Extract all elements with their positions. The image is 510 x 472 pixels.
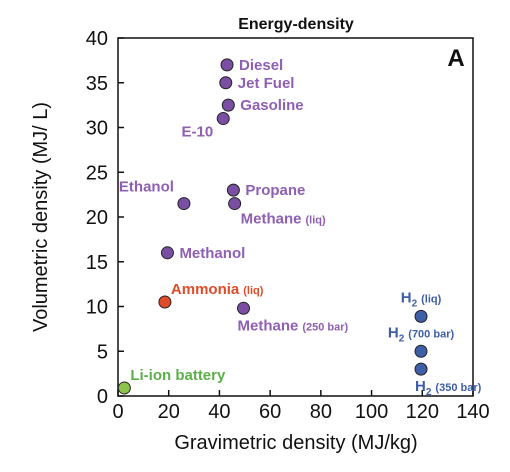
label-subscript: 2 bbox=[412, 298, 418, 309]
label-methane-liq: Methane (liq) bbox=[241, 211, 326, 228]
label-suffix: (liq) bbox=[305, 215, 325, 227]
label-diesel: Diesel bbox=[239, 57, 283, 74]
x-tick-label: 60 bbox=[259, 401, 281, 423]
y-tick-label: 30 bbox=[86, 118, 108, 140]
label-h2-liq: H2 (liq) bbox=[401, 289, 442, 309]
y-axis-label: Volumetric density (MJ/ L) bbox=[30, 102, 52, 332]
label-jet-fuel: Jet Fuel bbox=[238, 75, 295, 92]
y-tick-label: 15 bbox=[86, 252, 108, 274]
y-tick-label: 25 bbox=[86, 162, 108, 184]
label-li-ion-battery: Li-ion battery bbox=[130, 367, 226, 384]
label-suffix: (liq) bbox=[243, 285, 263, 297]
point-h2-350-bar bbox=[414, 362, 428, 376]
x-axis-label: Gravimetric density (MJ/kg) bbox=[174, 432, 417, 454]
label-suffix: (350 bar) bbox=[435, 382, 481, 394]
y-tick-label: 35 bbox=[86, 73, 108, 95]
chart-title: Energy-density bbox=[238, 16, 354, 33]
label-suffix: (700 bar) bbox=[408, 328, 454, 340]
label-text: H bbox=[388, 324, 399, 341]
point-li-ion-battery bbox=[117, 381, 131, 395]
point-gasoline bbox=[221, 98, 235, 112]
point-methane-250-bar bbox=[237, 301, 251, 315]
label-text: Propane bbox=[245, 182, 305, 199]
x-tick-label: 120 bbox=[406, 401, 439, 423]
label-text: Diesel bbox=[239, 57, 283, 74]
x-axis: 0 20 40 60 80 100 120 140 bbox=[112, 390, 490, 423]
x-tick-label: 100 bbox=[355, 401, 388, 423]
point-jet-fuel bbox=[219, 76, 233, 90]
label-text: Ethanol bbox=[119, 179, 174, 196]
label-suffix: (liq) bbox=[421, 293, 441, 305]
point-h2-700-bar bbox=[414, 344, 428, 358]
point-e-10 bbox=[216, 112, 230, 126]
label-text: Li-ion battery bbox=[130, 367, 226, 384]
x-tick-label: 20 bbox=[158, 401, 180, 423]
y-axis: 0 5 10 15 20 25 30 35 40 bbox=[86, 28, 124, 408]
label-e-10: E-10 bbox=[182, 124, 214, 141]
point-propane bbox=[226, 183, 240, 197]
label-h2-700-bar: H2 (700 bar) bbox=[388, 324, 455, 344]
y-tick-label: 0 bbox=[97, 386, 108, 408]
x-tick-label: 0 bbox=[112, 401, 123, 423]
label-text: E-10 bbox=[182, 124, 214, 141]
label-gasoline: Gasoline bbox=[240, 97, 303, 114]
point-ammonia-liq bbox=[158, 295, 172, 309]
x-tick-label: 40 bbox=[208, 401, 230, 423]
y-tick-label: 40 bbox=[86, 28, 108, 50]
label-text: H bbox=[401, 289, 412, 306]
label-subscript: 2 bbox=[399, 333, 405, 344]
label-ammonia-liq: Ammonia (liq) bbox=[171, 281, 264, 298]
y-tick-label: 5 bbox=[97, 341, 108, 363]
label-text: Methanol bbox=[179, 245, 245, 262]
label-h2-350-bar: H2 (350 bar) bbox=[415, 378, 482, 398]
x-tick-label: 140 bbox=[456, 401, 489, 423]
point-h2-liq bbox=[414, 309, 428, 323]
label-methanol: Methanol bbox=[179, 245, 245, 262]
point-methane-liq bbox=[228, 197, 242, 211]
point-diesel bbox=[220, 58, 234, 72]
label-text: Gasoline bbox=[240, 97, 303, 114]
label-text: Jet Fuel bbox=[238, 75, 295, 92]
label-text: Methane bbox=[241, 211, 302, 228]
y-tick-label: 10 bbox=[86, 297, 108, 319]
label-suffix: (250 bar) bbox=[302, 321, 348, 333]
label-text: Ammonia bbox=[171, 281, 240, 298]
panel-label: A bbox=[447, 45, 464, 72]
x-tick-label: 80 bbox=[310, 401, 332, 423]
y-tick-label: 20 bbox=[86, 207, 108, 229]
label-ethanol: Ethanol bbox=[119, 179, 174, 196]
label-propane: Propane bbox=[245, 182, 305, 199]
label-methane-250-bar: Methane (250 bar) bbox=[238, 317, 349, 334]
label-text: H bbox=[415, 378, 426, 395]
label-subscript: 2 bbox=[426, 387, 432, 398]
point-methanol bbox=[160, 246, 174, 260]
point-ethanol bbox=[177, 197, 191, 211]
label-text: Methane bbox=[238, 317, 299, 334]
